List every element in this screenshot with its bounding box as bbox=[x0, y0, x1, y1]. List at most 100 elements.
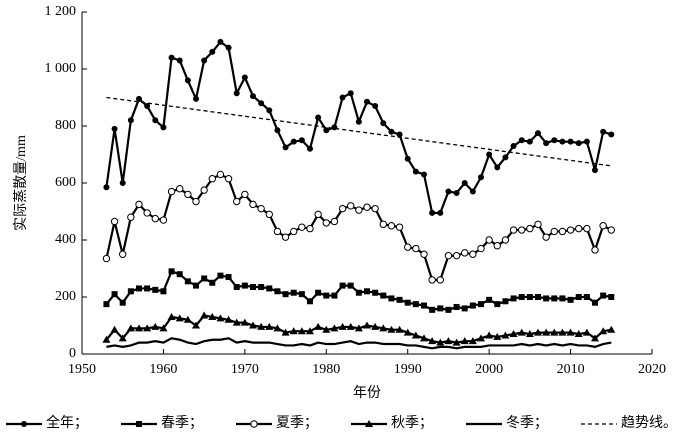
point bbox=[201, 275, 208, 282]
point bbox=[323, 127, 330, 134]
point bbox=[184, 278, 191, 285]
point bbox=[428, 276, 436, 284]
point bbox=[201, 57, 208, 64]
point bbox=[428, 337, 437, 345]
point bbox=[526, 138, 533, 145]
point bbox=[363, 203, 371, 211]
point bbox=[111, 291, 118, 298]
point bbox=[591, 246, 599, 254]
point bbox=[575, 294, 582, 300]
point bbox=[486, 296, 493, 303]
point bbox=[330, 217, 339, 226]
point bbox=[550, 328, 559, 336]
point bbox=[501, 331, 510, 339]
point bbox=[225, 44, 232, 51]
point bbox=[281, 233, 290, 241]
point bbox=[265, 210, 273, 219]
y-tick-label: 400 bbox=[55, 232, 76, 247]
point bbox=[273, 227, 282, 236]
point bbox=[224, 315, 233, 323]
point bbox=[184, 77, 191, 84]
point bbox=[379, 324, 388, 332]
legend-marker bbox=[136, 421, 142, 427]
point bbox=[322, 325, 331, 333]
point bbox=[599, 222, 607, 230]
point bbox=[583, 138, 590, 145]
point bbox=[193, 95, 199, 102]
point bbox=[314, 210, 322, 219]
y-axis-label: 实际蒸散量/mm bbox=[13, 135, 29, 231]
point bbox=[216, 170, 225, 179]
point bbox=[289, 327, 298, 335]
point bbox=[501, 236, 510, 244]
legend-label: 春季； bbox=[161, 415, 203, 431]
point bbox=[575, 140, 582, 147]
point bbox=[176, 185, 184, 193]
point bbox=[452, 251, 461, 260]
point bbox=[478, 174, 484, 181]
point bbox=[119, 250, 127, 258]
point bbox=[583, 224, 591, 233]
point bbox=[526, 294, 533, 300]
point bbox=[298, 223, 306, 231]
point bbox=[477, 244, 485, 253]
point bbox=[583, 294, 590, 300]
point bbox=[135, 200, 143, 209]
point bbox=[550, 227, 558, 236]
point bbox=[111, 125, 118, 132]
point bbox=[200, 186, 208, 194]
point bbox=[599, 327, 608, 335]
point bbox=[355, 206, 363, 214]
point bbox=[127, 117, 134, 124]
point bbox=[126, 324, 135, 332]
point bbox=[110, 217, 119, 226]
point bbox=[306, 327, 314, 335]
point bbox=[558, 328, 567, 336]
legend-marker bbox=[250, 420, 258, 428]
point bbox=[404, 243, 412, 251]
point bbox=[103, 301, 110, 308]
point bbox=[525, 330, 534, 338]
point bbox=[249, 200, 257, 209]
point bbox=[372, 103, 379, 110]
point bbox=[444, 337, 453, 345]
point bbox=[249, 321, 257, 329]
x-tick-label: 1950 bbox=[68, 362, 96, 377]
point bbox=[518, 137, 525, 144]
point bbox=[265, 322, 274, 330]
x-tick-label: 2000 bbox=[475, 362, 503, 377]
point bbox=[591, 334, 599, 342]
point bbox=[339, 282, 346, 289]
legend-label: 夏季； bbox=[276, 415, 318, 431]
point bbox=[396, 131, 403, 138]
point bbox=[118, 334, 127, 342]
point bbox=[241, 190, 249, 199]
point bbox=[307, 145, 313, 152]
point bbox=[282, 291, 289, 298]
point bbox=[347, 282, 354, 289]
point bbox=[380, 120, 387, 127]
point bbox=[566, 328, 575, 336]
point bbox=[404, 299, 411, 306]
point bbox=[233, 90, 240, 97]
legend-label: 冬季； bbox=[506, 415, 548, 431]
y-tick-label: 800 bbox=[55, 118, 76, 133]
point bbox=[494, 301, 501, 308]
point bbox=[543, 140, 550, 147]
point bbox=[167, 312, 176, 320]
point bbox=[535, 294, 541, 300]
point bbox=[566, 226, 575, 234]
point bbox=[542, 328, 551, 336]
point bbox=[436, 276, 444, 284]
point bbox=[510, 295, 517, 302]
point bbox=[485, 236, 493, 244]
point bbox=[469, 302, 476, 309]
point bbox=[281, 328, 290, 336]
y-tick-label: 1 000 bbox=[45, 61, 77, 76]
point bbox=[152, 117, 159, 124]
point bbox=[208, 175, 216, 183]
point bbox=[445, 188, 452, 195]
point bbox=[543, 295, 550, 302]
point bbox=[241, 74, 248, 81]
point bbox=[346, 322, 355, 330]
